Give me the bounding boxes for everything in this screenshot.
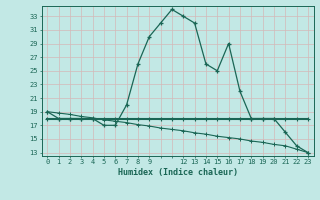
X-axis label: Humidex (Indice chaleur): Humidex (Indice chaleur) — [118, 168, 237, 177]
